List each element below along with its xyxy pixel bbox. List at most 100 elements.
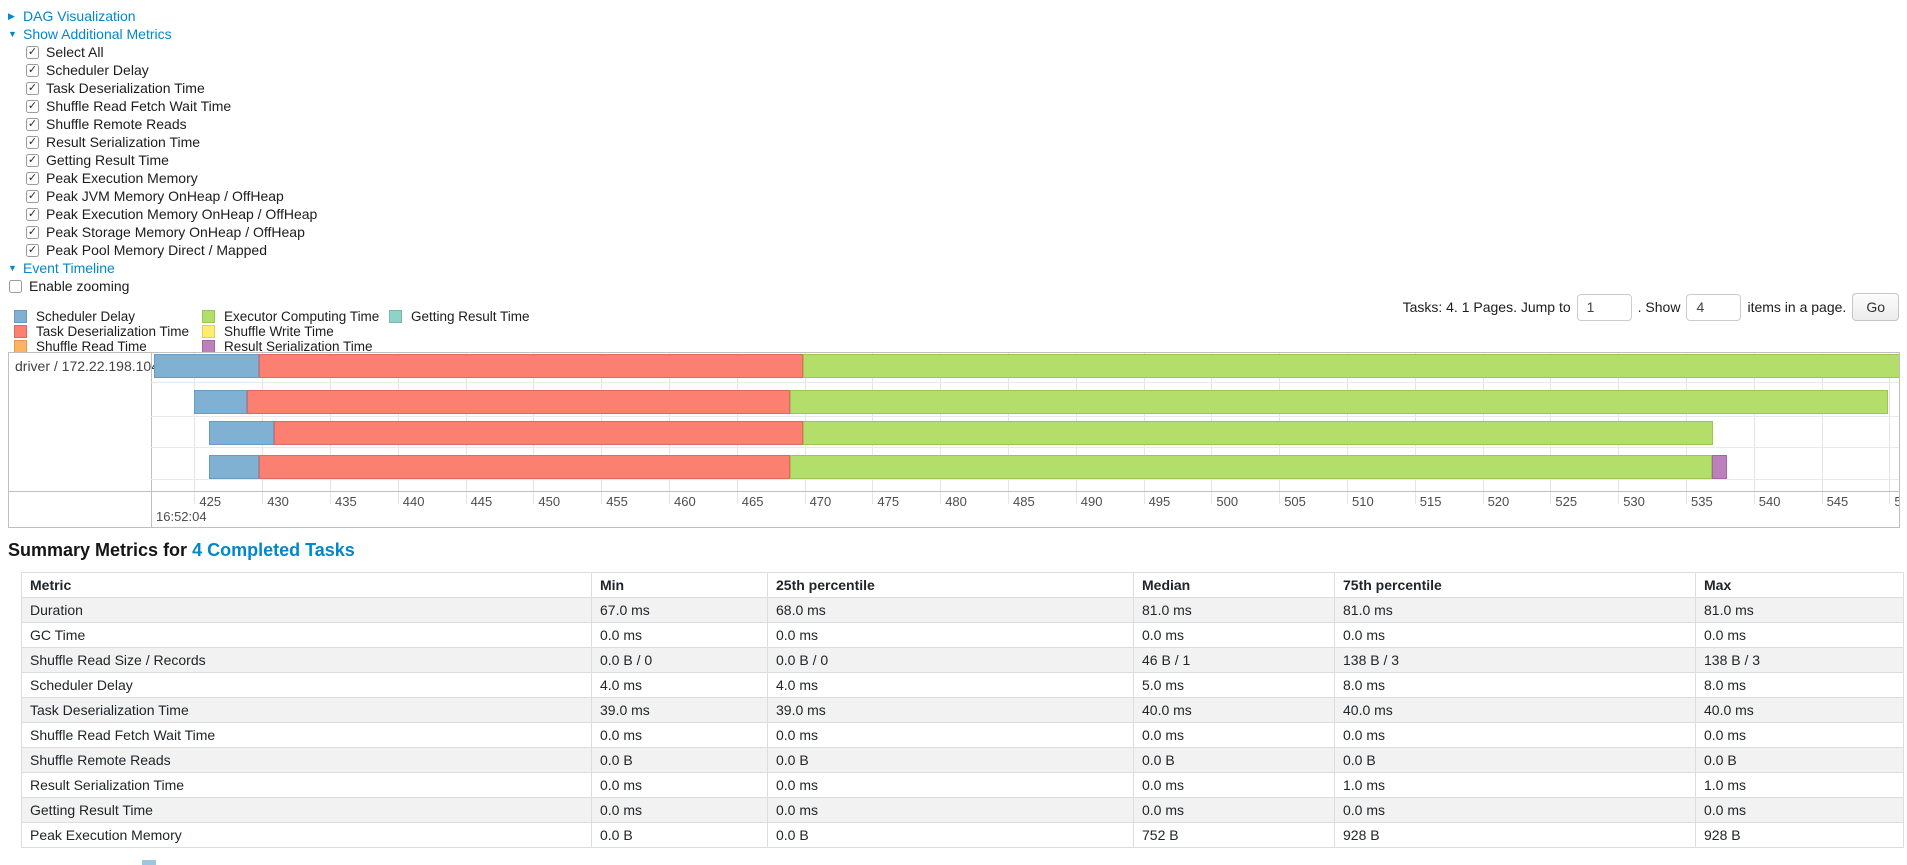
- legend-item-scheduler-delay: Scheduler Delay: [14, 309, 189, 324]
- metric-value-cell: 1.0 ms: [1334, 772, 1696, 798]
- metric-value-cell: 4.0 ms: [767, 672, 1134, 698]
- expanded-arrow-icon: ▼: [8, 28, 17, 39]
- task-3-segment-scheduler-delay[interactable]: [209, 421, 275, 445]
- metric-value-cell: 8.0 ms: [1695, 672, 1904, 698]
- metric-value-cell: 39.0 ms: [767, 697, 1134, 723]
- metric-checkbox[interactable]: ✓: [26, 117, 39, 131]
- metric-name-cell: Shuffle Read Size / Records: [21, 647, 592, 673]
- axis-tick-label: 475: [877, 494, 900, 509]
- column-header: Min: [591, 572, 768, 598]
- metric-value-cell: 0.0 B / 0: [591, 647, 768, 673]
- dag-visualization-toggle[interactable]: ▶ DAG Visualization: [8, 7, 317, 25]
- axis-tick-mark: [872, 491, 874, 504]
- task-3-segment-task-deserialization-time[interactable]: [274, 421, 804, 445]
- task-4-segment-scheduler-delay[interactable]: [209, 455, 260, 479]
- summary-metrics-table: Metric Min 25th percentile Median 75th perce…: [21, 572, 1904, 848]
- axis-tick-label: 495: [1148, 494, 1171, 509]
- metric-value-cell: 0.0 B: [767, 822, 1134, 848]
- metric-checkbox[interactable]: ✓: [26, 45, 39, 59]
- metric-value-cell: 0.0 ms: [1133, 797, 1335, 823]
- expanded-arrow-icon: ▼: [8, 262, 17, 273]
- axis-tick-mark: [940, 491, 942, 504]
- metric-checkbox[interactable]: ✓: [26, 81, 39, 95]
- task-4-segment-executor-computing-time[interactable]: [789, 455, 1712, 479]
- task-2-segment-scheduler-delay[interactable]: [194, 390, 248, 414]
- task-1-segment-task-deserialization-time[interactable]: [259, 354, 804, 378]
- event-timeline-link[interactable]: Event Timeline: [23, 260, 115, 276]
- axis-tick-label: 465: [741, 494, 764, 509]
- axis-tick-label: 470: [809, 494, 832, 509]
- items-per-page-input[interactable]: [1686, 293, 1742, 321]
- metric-checkbox-label: Peak Storage Memory OnHeap / OffHeap: [46, 224, 305, 240]
- column-header: Median: [1133, 572, 1335, 598]
- metric-value-cell: 0.0 ms: [767, 797, 1134, 823]
- metric-name-cell: Shuffle Read Fetch Wait Time: [21, 722, 592, 748]
- metric-checkbox[interactable]: ✓: [26, 225, 39, 239]
- metric-checkbox[interactable]: ✓: [26, 63, 39, 77]
- task-1-segment-executor-computing-time[interactable]: [803, 354, 1899, 378]
- metric-checkbox[interactable]: ✓: [26, 243, 39, 257]
- axis-tick-mark: [668, 491, 670, 504]
- metric-value-cell: 0.0 B: [591, 747, 768, 773]
- axis-tick-label: 480: [945, 494, 967, 509]
- enable-zooming-checkbox[interactable]: [9, 279, 22, 293]
- axis-tick-label: 435: [334, 494, 357, 509]
- metric-value-cell: 40.0 ms: [1695, 697, 1904, 723]
- show-additional-metrics-toggle[interactable]: ▼ Show Additional Metrics: [8, 25, 317, 43]
- metric-checkbox[interactable]: ✓: [26, 171, 39, 185]
- axis-tick-label: 545: [1826, 494, 1849, 509]
- metric-value-cell: 0.0 ms: [591, 797, 768, 823]
- axis-tick-label: 500: [1216, 494, 1239, 509]
- metric-value-cell: 0.0 B: [591, 822, 768, 848]
- enable-zooming-row: Enable zooming: [8, 277, 317, 295]
- task-3-segment-executor-computing-time[interactable]: [803, 421, 1714, 445]
- metric-value-cell: 138 B / 3: [1695, 647, 1904, 673]
- metric-value-cell: 0.0 ms: [1695, 722, 1904, 748]
- metric-checkbox-label: Result Serialization Time: [46, 134, 201, 150]
- enable-zooming-label: Enable zooming: [29, 278, 130, 294]
- completed-tasks-link[interactable]: 4 Completed Tasks: [192, 540, 355, 560]
- axis-tick-mark: [1889, 491, 1891, 504]
- axis-tick-mark: [397, 491, 399, 504]
- metric-checkbox[interactable]: ✓: [26, 189, 39, 203]
- axis-tick-mark: [1414, 491, 1416, 504]
- task-2-segment-task-deserialization-time[interactable]: [247, 390, 790, 414]
- metric-checkbox[interactable]: ✓: [26, 153, 39, 167]
- legend-label: Scheduler Delay: [36, 309, 136, 324]
- metric-name-cell: Shuffle Remote Reads: [21, 747, 592, 773]
- axis-tick-mark: [1550, 491, 1552, 504]
- metric-checkbox[interactable]: ✓: [26, 135, 39, 149]
- metric-name-cell: Duration: [21, 597, 592, 623]
- metric-checkbox[interactable]: ✓: [26, 207, 39, 221]
- go-button[interactable]: Go: [1852, 293, 1899, 321]
- axis-tick-label: 505: [1284, 494, 1306, 509]
- metric-value-cell: 0.0 ms: [767, 722, 1134, 748]
- metric-value-cell: 46 B / 1: [1133, 647, 1335, 673]
- legend-label: Result Serialization Time: [224, 339, 373, 354]
- axis-tick-mark: [262, 491, 264, 504]
- timeline-gridline: [1821, 353, 1823, 491]
- jump-to-page-input[interactable]: [1576, 293, 1632, 321]
- axis-tick-mark: [736, 491, 738, 504]
- metric-value-cell: 138 B / 3: [1334, 647, 1696, 673]
- task-4-segment-result-serialization-time[interactable]: [1711, 455, 1727, 479]
- metric-checkbox-row: ✓ Peak JVM Memory OnHeap / OffHeap: [8, 187, 317, 205]
- metric-value-cell: 0.0 ms: [591, 722, 768, 748]
- timeline-lane-separator: [151, 479, 1899, 480]
- dag-visualization-link[interactable]: DAG Visualization: [23, 8, 136, 24]
- legend-label: Shuffle Read Time: [36, 339, 147, 354]
- metric-checkbox-row: ✓ Peak Execution Memory OnHeap / OffHeap: [8, 205, 317, 223]
- task-4-segment-task-deserialization-time[interactable]: [259, 455, 790, 479]
- metric-value-cell: 67.0 ms: [591, 597, 768, 623]
- legend-label: Executor Computing Time: [224, 309, 380, 324]
- task-1-segment-scheduler-delay[interactable]: [153, 354, 260, 378]
- metric-checkbox-label: Task Deserialization Time: [46, 80, 205, 96]
- metric-checkbox-row: ✓ Peak Execution Memory: [8, 169, 317, 187]
- axis-tick-label: 485: [1012, 494, 1035, 509]
- show-additional-metrics-link[interactable]: Show Additional Metrics: [23, 26, 172, 42]
- task-2-segment-executor-computing-time[interactable]: [789, 390, 1889, 414]
- axis-tick-mark: [1753, 491, 1755, 504]
- event-timeline-toggle[interactable]: ▼ Event Timeline: [8, 259, 317, 277]
- summary-metrics-title: Summary Metrics for 4 Completed Tasks: [8, 540, 355, 561]
- metric-checkbox[interactable]: ✓: [26, 99, 39, 113]
